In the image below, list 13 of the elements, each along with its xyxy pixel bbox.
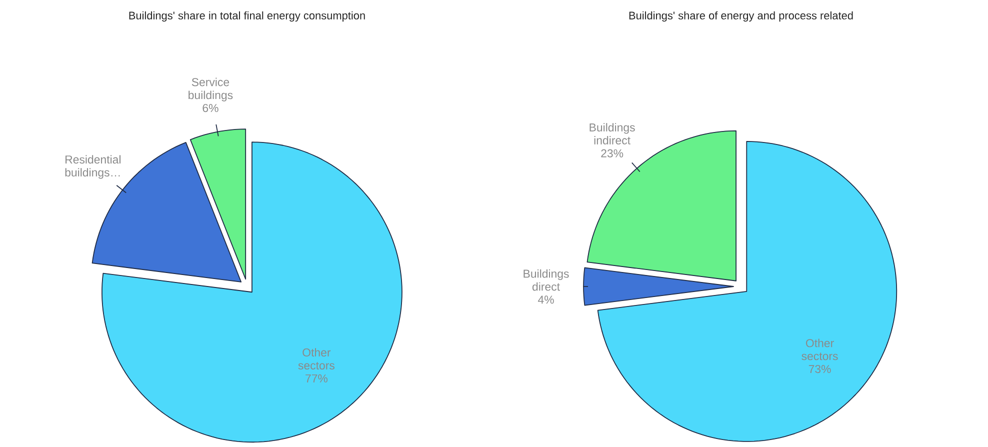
chart-title: Buildings' share of energy and process related (629, 11, 853, 22)
slice-label: Other sectors (802, 338, 838, 360)
data-label: 77% (306, 374, 328, 382)
data-label: 23% (601, 149, 624, 158)
chart-title: Buildings' share in total final energy consumption (129, 11, 365, 22)
data-label: 6% (202, 104, 218, 112)
slice-label: Buildings indirect (590, 123, 635, 144)
slice-label: Residential buildings… (65, 155, 120, 179)
slice-label: Other sectors (298, 348, 334, 370)
slice-label: Service buildings (188, 78, 233, 102)
slice-label: Buildings direct (524, 269, 569, 291)
data-label: 73% (808, 364, 831, 374)
data-label: 4% (538, 296, 554, 304)
